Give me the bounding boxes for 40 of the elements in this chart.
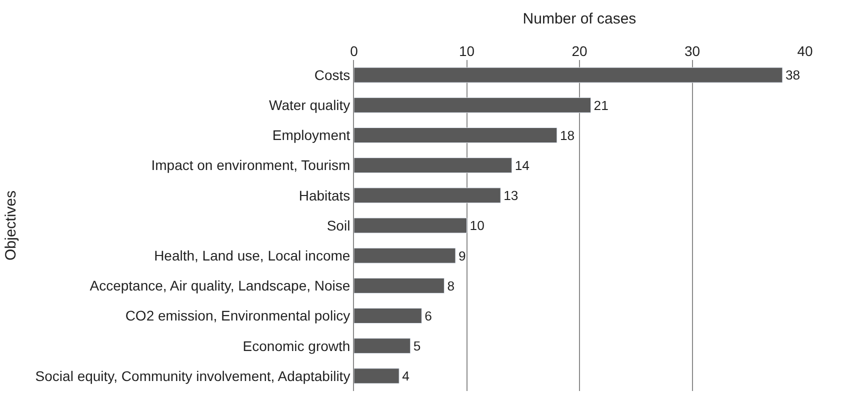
data-label: 8 [447,278,455,294]
data-label: 13 [504,188,518,204]
y-tick-label: Soil [326,217,350,234]
data-label: 9 [458,248,466,264]
y-axis-title: Objectives [2,190,20,261]
bar [354,97,592,113]
data-label: 6 [424,308,432,324]
bar [354,218,467,234]
x-tick-label: 10 [458,43,475,60]
x-tick-label: 20 [572,43,588,60]
bar [354,338,411,354]
x-axis-title: Number of cases [522,10,636,28]
data-label: 21 [594,98,608,113]
y-tick-label: CO2 emission, Environmental policy [125,308,350,324]
y-tick-label: Water quality [269,97,350,114]
x-tick-label: 30 [684,43,700,60]
y-tick-label: Impact on environment, Tourism [151,157,350,174]
bar [354,127,558,143]
y-tick-label: Economic growth [242,338,350,354]
bar [354,248,456,264]
y-tick-label: Employment [272,127,350,144]
data-label: 10 [470,218,484,234]
data-label: 14 [514,158,530,174]
data-label: 5 [413,338,421,354]
x-tick-label: 0 [350,43,358,60]
y-tick-label: Social equity, Community involvement, Adaptability [35,368,350,384]
bar [354,278,444,294]
y-tick-label: Health, Land use, Local income [154,247,350,264]
x-tick-label: 40 [797,43,813,60]
bar [354,308,422,324]
bar [354,158,512,174]
bar [354,368,400,384]
data-label: 4 [402,368,410,384]
bar [354,67,783,83]
data-label: 18 [560,128,575,143]
y-tick-label: Habitats [298,187,350,204]
data-label: 38 [785,68,800,83]
y-tick-label: Acceptance, Air quality, Landscape, Noise [90,278,350,294]
bar [354,188,501,204]
y-tick-label: Costs [314,66,350,83]
